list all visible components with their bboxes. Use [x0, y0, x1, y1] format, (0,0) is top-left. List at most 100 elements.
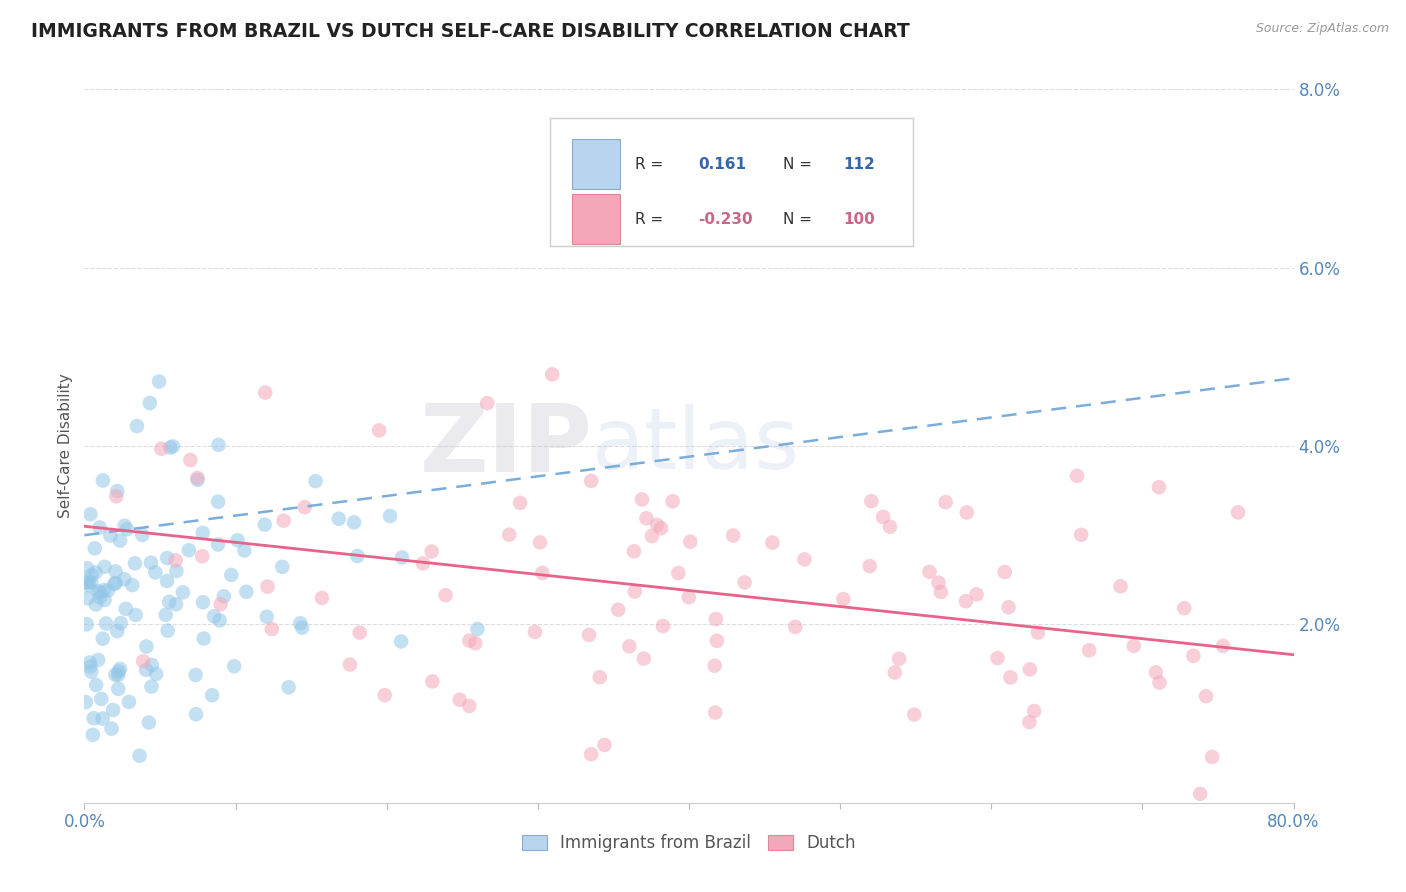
Point [84, 598, 107, 612]
Point [193, 632, 215, 646]
Point [1070, 528, 1092, 542]
Point [619, 640, 641, 654]
FancyBboxPatch shape [572, 194, 620, 244]
Point [186, 471, 208, 485]
Point [458, 633, 481, 648]
Point [883, 665, 905, 680]
Point [458, 698, 481, 713]
Text: N =: N = [783, 211, 813, 227]
Point [645, 517, 668, 532]
Point [1018, 715, 1040, 730]
Point [131, 528, 153, 542]
Point [84, 566, 107, 580]
Point [156, 574, 179, 588]
Point [1078, 643, 1101, 657]
Point [235, 584, 257, 599]
Point [721, 528, 744, 542]
Point [77, 578, 100, 592]
Point [103, 576, 125, 591]
Point [434, 588, 457, 602]
FancyBboxPatch shape [550, 118, 912, 246]
Point [1022, 704, 1045, 718]
Point [162, 440, 184, 454]
Point [464, 636, 486, 650]
Point [141, 680, 163, 694]
Point [87, 653, 110, 667]
Point [994, 565, 1017, 579]
Point [253, 517, 276, 532]
Point [191, 549, 214, 564]
Point [420, 544, 443, 558]
Point [256, 609, 278, 624]
Point [918, 565, 941, 579]
Point [391, 550, 413, 565]
Point [91, 474, 114, 488]
Point [927, 575, 949, 590]
Point [1227, 505, 1250, 519]
Point [997, 600, 1019, 615]
Point [294, 500, 316, 515]
Point [80, 575, 103, 590]
Point [679, 534, 702, 549]
Point [105, 624, 128, 639]
Point [449, 692, 471, 706]
Point [529, 535, 551, 549]
Point [77, 574, 100, 589]
Point [208, 614, 231, 628]
Point [935, 495, 957, 509]
Point [207, 438, 229, 452]
Point [207, 537, 229, 551]
Point [929, 585, 952, 599]
Point [79, 656, 101, 670]
Point [477, 396, 499, 410]
Point [148, 375, 170, 389]
Point [260, 622, 283, 636]
Point [1182, 648, 1205, 663]
Point [79, 508, 101, 522]
Point [156, 624, 179, 638]
Point [124, 557, 146, 571]
Point [156, 551, 179, 566]
Point [579, 747, 602, 762]
Point [91, 632, 114, 646]
Point [523, 624, 546, 639]
Point [177, 543, 200, 558]
Point [112, 572, 135, 586]
Point [150, 442, 173, 456]
Text: N =: N = [783, 157, 813, 171]
Point [143, 566, 166, 580]
Point [607, 603, 630, 617]
Point [887, 652, 910, 666]
Point [141, 658, 163, 673]
Legend: Immigrants from Brazil, Dutch: Immigrants from Brazil, Dutch [516, 828, 862, 859]
Point [135, 663, 157, 677]
Point [108, 662, 131, 676]
Point [879, 520, 901, 534]
Point [652, 619, 675, 633]
Point [98, 528, 121, 542]
Point [1147, 480, 1170, 494]
Point [115, 522, 138, 536]
Point [83, 541, 105, 556]
Point [76, 591, 98, 606]
Point [165, 553, 187, 567]
Point [1195, 690, 1218, 704]
Text: IMMIGRANTS FROM BRAZIL VS DUTCH SELF-CARE DISABILITY CORRELATION CHART: IMMIGRANTS FROM BRAZIL VS DUTCH SELF-CAR… [31, 22, 910, 41]
Point [531, 566, 554, 580]
Point [328, 512, 350, 526]
Point [641, 529, 664, 543]
Point [1122, 639, 1144, 653]
Point [1201, 750, 1223, 764]
Point [75, 575, 97, 590]
Point [623, 544, 645, 558]
Point [187, 473, 209, 487]
Point [207, 494, 229, 508]
Point [179, 453, 201, 467]
Point [84, 678, 107, 692]
Point [184, 707, 207, 722]
Point [666, 566, 689, 580]
Point [509, 496, 531, 510]
Point [104, 565, 127, 579]
Point [633, 651, 655, 665]
Point [420, 674, 443, 689]
